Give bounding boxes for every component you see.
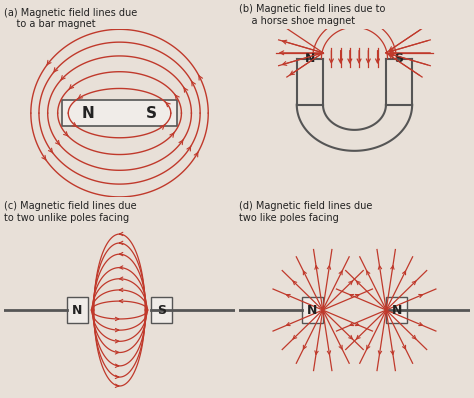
Text: N: N	[392, 304, 402, 316]
Text: (c) Magnetic field lines due
to two unlike poles facing: (c) Magnetic field lines due to two unli…	[4, 201, 137, 223]
Text: S: S	[146, 105, 156, 121]
Text: N: N	[72, 304, 82, 316]
FancyBboxPatch shape	[67, 297, 88, 324]
Text: (a) Magnetic field lines due
    to a bar magnet: (a) Magnetic field lines due to a bar ma…	[4, 8, 137, 29]
Text: N: N	[307, 304, 317, 316]
FancyBboxPatch shape	[386, 297, 407, 324]
Text: N: N	[305, 52, 315, 65]
Text: (b) Magnetic field lines due to
    a horse shoe magnet: (b) Magnetic field lines due to a horse …	[239, 4, 385, 26]
FancyBboxPatch shape	[151, 297, 173, 324]
Text: N: N	[82, 105, 94, 121]
Text: (d) Magnetic field lines due
two like poles facing: (d) Magnetic field lines due two like po…	[239, 201, 373, 223]
Text: S: S	[394, 52, 403, 65]
Text: S: S	[157, 304, 166, 316]
FancyBboxPatch shape	[62, 100, 177, 126]
FancyBboxPatch shape	[301, 297, 323, 324]
